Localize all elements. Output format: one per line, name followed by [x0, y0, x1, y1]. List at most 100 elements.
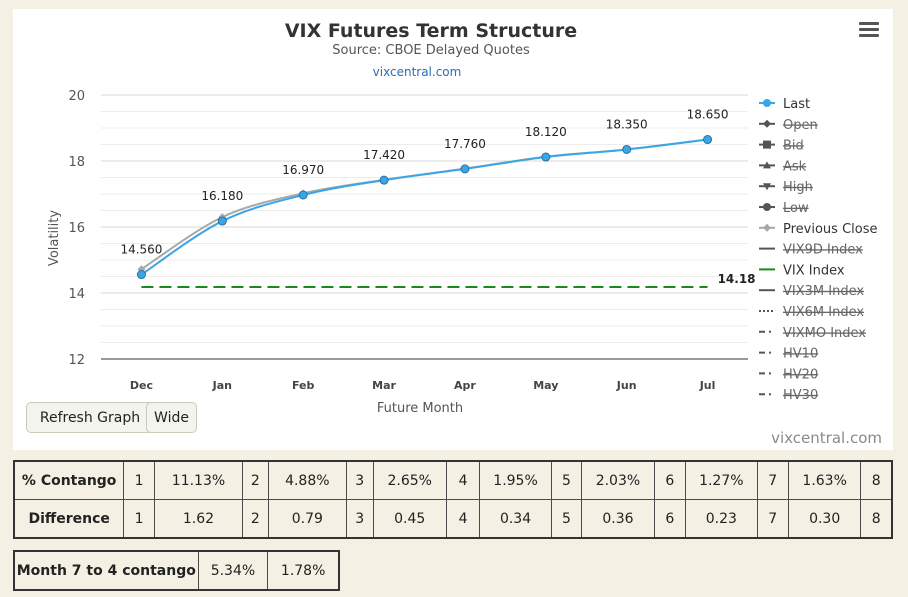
x-tick-label: Feb [292, 379, 315, 392]
table-cell: 4 [445, 499, 481, 539]
hamburger-menu-icon[interactable] [859, 22, 879, 38]
y-axis-title: Volatility [47, 210, 62, 266]
x-tick-label: Jun [616, 379, 637, 392]
table-cell: 7 [756, 499, 789, 539]
table-cell: 7 [756, 460, 789, 500]
table-cell: 2 [242, 499, 269, 539]
legend-label: HV20 [783, 367, 818, 382]
term-structure-chart: VIX Futures Term Structure Source: CBOE … [47, 20, 878, 416]
last-point [703, 135, 713, 145]
table-cell: 2.65% [372, 460, 447, 500]
legend-item[interactable]: Open [759, 118, 818, 133]
x-tick-label: Jan [212, 379, 232, 392]
legend-marker [763, 161, 771, 169]
table-cell: 1.95% [479, 460, 552, 500]
table-cell: 0.36 [581, 499, 655, 539]
table-cell: 8 [860, 460, 893, 500]
watermark: vixcentral.com [771, 429, 882, 447]
data-label: 18.350 [606, 117, 648, 131]
previous-close-line [140, 138, 708, 271]
table-cell: 6 [653, 499, 687, 539]
vixcentral-link[interactable]: vixcentral.com [373, 65, 462, 79]
table-cell: 5.34% [197, 550, 269, 591]
table-cell: 1.78% [267, 550, 340, 591]
last-point [460, 164, 470, 174]
legend-item[interactable]: Last [759, 97, 810, 112]
legend-item[interactable]: VIX6M Index [759, 305, 864, 320]
legend-label: VIX6M Index [783, 305, 864, 320]
last-line [140, 138, 708, 276]
legend-label: Previous Close [783, 222, 878, 237]
chart-subtitle: Source: CBOE Delayed Quotes [332, 43, 530, 58]
legend-item[interactable]: VIX3M Index [759, 284, 864, 299]
x-tick-label: Dec [130, 379, 153, 392]
last-point [379, 175, 389, 185]
legend-marker [763, 223, 771, 232]
table-cell: 2.03% [581, 460, 655, 500]
x-tick-label: May [533, 379, 558, 392]
row-label: Month 7 to 4 contango [13, 550, 199, 591]
table-cell: 5 [550, 499, 583, 539]
legend-item[interactable]: VIX9D Index [759, 243, 863, 258]
last-point [298, 190, 308, 200]
legend-item[interactable]: HV30 [759, 388, 818, 403]
legend-label: VIX Index [783, 263, 845, 278]
table-row: % Contango 1 11.13% 2 4.88% 3 2.65% 4 1.… [13, 460, 893, 500]
chart-title: VIX Futures Term Structure [285, 20, 577, 42]
legend-marker [763, 203, 771, 211]
table-row: Difference 1 1.62 2 0.79 3 0.45 4 0.34 5… [13, 499, 893, 539]
last-point [541, 152, 551, 162]
legend-item[interactable]: Previous Close [759, 222, 878, 237]
last-point [217, 216, 227, 226]
table-cell: 1.63% [787, 460, 862, 500]
legend-item[interactable]: VIXMO Index [759, 326, 866, 341]
table-cell: 4.88% [267, 460, 347, 500]
y-tick-label: 16 [68, 221, 85, 236]
last-point [136, 270, 146, 280]
data-label: 14.560 [120, 243, 162, 257]
legend-item[interactable]: High [759, 180, 813, 195]
data-label: 18.120 [525, 125, 567, 139]
table-cell: 4 [445, 460, 481, 500]
legend-label: Open [783, 118, 818, 133]
vix-index-label: 14.18 [718, 272, 756, 286]
plot-area: 12 14 16 18 20 Dec Jan Feb Mar Apr May Jun Jul 14.18 1… [68, 89, 755, 392]
contango-table: % Contango 1 11.13% 2 4.88% 3 2.65% 4 1.… [13, 460, 893, 539]
table-cell: 1 [123, 460, 155, 500]
wide-button[interactable]: Wide [146, 402, 197, 433]
legend-item[interactable]: Bid [759, 139, 804, 154]
legend-label: Ask [783, 159, 807, 174]
legend-marker [763, 183, 771, 191]
legend-item[interactable]: VIX Index [759, 263, 845, 278]
table-cell: 0.30 [787, 499, 862, 539]
table-cell: 11.13% [153, 460, 244, 500]
table-cell: 3 [345, 460, 374, 500]
table-cell: 8 [860, 499, 893, 539]
y-tick-label: 18 [68, 155, 85, 170]
table-cell: 0.23 [685, 499, 758, 539]
x-tick-label: Mar [372, 379, 396, 392]
month-7-to-4-contango-table: Month 7 to 4 contango 5.34% 1.78% [13, 550, 340, 591]
refresh-graph-button[interactable]: Refresh Graph [26, 402, 154, 433]
legend-item[interactable]: Low [759, 201, 809, 216]
legend-label: Last [783, 97, 810, 112]
data-label: 16.970 [282, 163, 324, 177]
legend-item[interactable]: Ask [759, 159, 807, 174]
data-label: 18.650 [687, 108, 729, 122]
legend-item[interactable]: HV20 [759, 367, 818, 382]
x-tick-label: Jul [699, 379, 716, 392]
y-tick-label: 14 [68, 287, 85, 302]
legend-label: High [783, 180, 813, 195]
row-label: % Contango [13, 460, 125, 500]
table-cell: 1.62 [153, 499, 244, 539]
table-row: Month 7 to 4 contango 5.34% 1.78% [13, 550, 340, 591]
x-axis-title: Future Month [377, 401, 463, 416]
legend-item[interactable]: HV10 [759, 347, 818, 362]
table-cell: 0.79 [267, 499, 347, 539]
legend-label: Bid [783, 139, 804, 154]
legend-label: VIX3M Index [783, 284, 864, 299]
data-label: 17.420 [363, 148, 405, 162]
legend-marker [763, 119, 771, 128]
row-label: Difference [13, 499, 125, 539]
y-tick-label: 20 [68, 89, 85, 104]
